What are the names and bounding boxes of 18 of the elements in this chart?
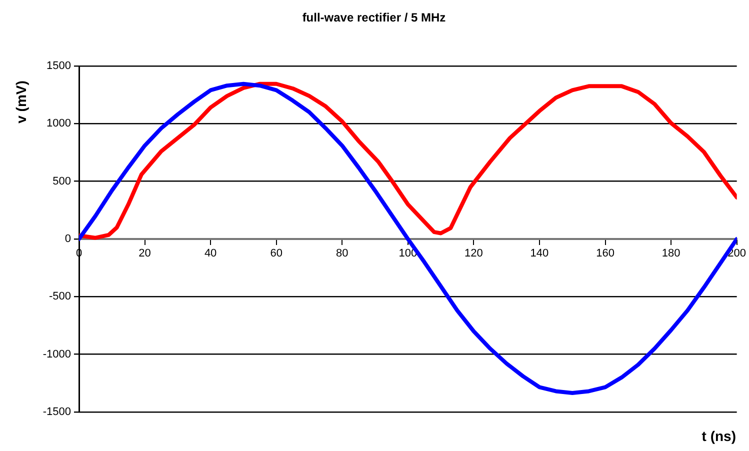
x-tick-label: 140 bbox=[530, 248, 549, 260]
x-tick-label: 160 bbox=[596, 248, 614, 260]
y-tick-label: 500 bbox=[52, 175, 71, 188]
y-axis-title: v (mV) bbox=[12, 80, 29, 124]
y-tick-label: 1500 bbox=[46, 60, 71, 72]
y-tick-label: 0 bbox=[64, 233, 71, 246]
y-tick-label: -1500 bbox=[42, 406, 71, 418]
x-tick-label: 120 bbox=[464, 248, 483, 260]
x-tick-label: 20 bbox=[138, 248, 151, 260]
y-tick-label: -500 bbox=[48, 290, 71, 303]
x-tick-label: 80 bbox=[336, 248, 348, 260]
y-tick-label: 1000 bbox=[46, 118, 71, 130]
x-tick-label: 60 bbox=[270, 248, 282, 260]
chart-title: full-wave rectifier / 5 MHz bbox=[302, 10, 446, 24]
x-axis-title: t (ns) bbox=[702, 428, 736, 444]
y-tick-label: -1000 bbox=[42, 348, 71, 360]
x-tick-label: 180 bbox=[662, 248, 680, 260]
x-tick-label: 40 bbox=[204, 248, 217, 260]
